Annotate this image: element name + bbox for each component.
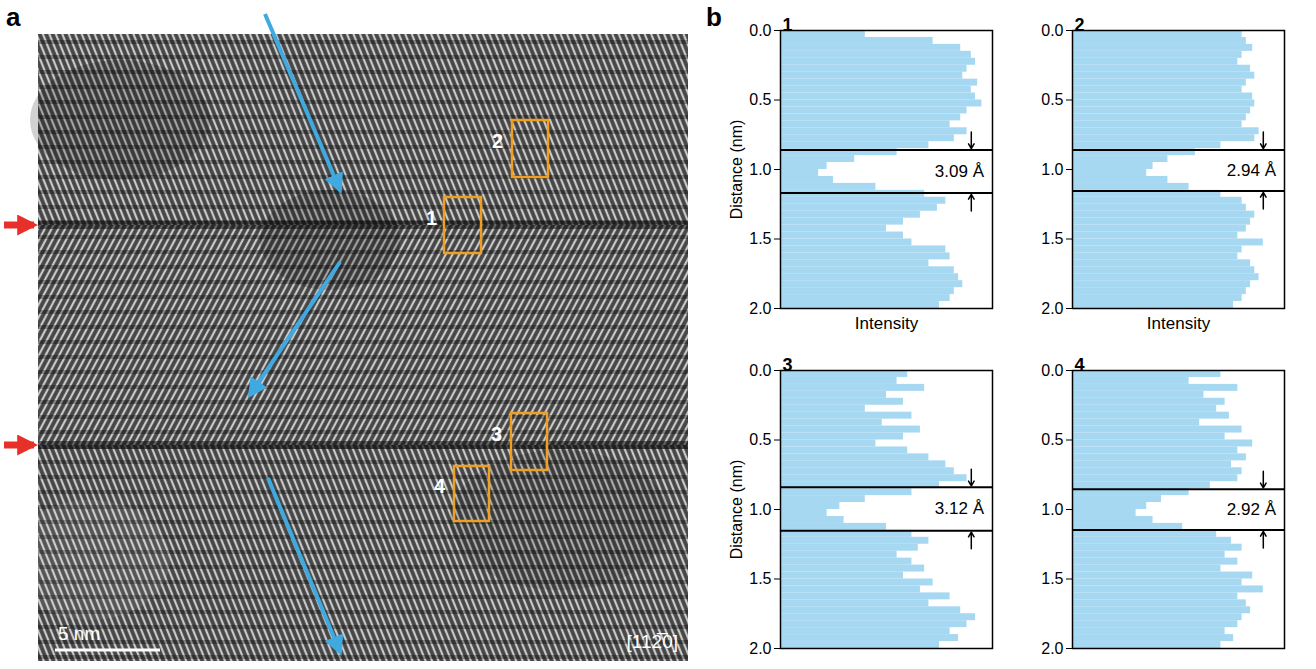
svg-text:1.5: 1.5 bbox=[1041, 230, 1063, 247]
svg-text:3.09 Å: 3.09 Å bbox=[935, 162, 985, 181]
svg-text:1.5: 1.5 bbox=[749, 570, 771, 587]
svg-text:[112̅0]: [112̅0] bbox=[627, 631, 678, 652]
svg-text:2.94 Å: 2.94 Å bbox=[1227, 161, 1277, 180]
svg-text:2.0: 2.0 bbox=[1041, 640, 1063, 657]
svg-text:Intensity: Intensity bbox=[855, 314, 919, 333]
svg-text:2.92 Å: 2.92 Å bbox=[1227, 500, 1277, 519]
svg-text:0.5: 0.5 bbox=[1041, 91, 1063, 108]
svg-text:2.0: 2.0 bbox=[749, 300, 771, 317]
svg-text:3: 3 bbox=[783, 355, 793, 375]
svg-text:1.5: 1.5 bbox=[749, 230, 771, 247]
svg-text:2.0: 2.0 bbox=[749, 640, 771, 657]
svg-text:2.0: 2.0 bbox=[1041, 300, 1063, 317]
svg-text:4: 4 bbox=[434, 475, 446, 497]
svg-text:1: 1 bbox=[783, 15, 793, 35]
svg-text:1: 1 bbox=[426, 207, 437, 229]
svg-text:1.0: 1.0 bbox=[1041, 161, 1063, 178]
svg-text:3.12 Å: 3.12 Å bbox=[935, 499, 985, 518]
svg-text:0.5: 0.5 bbox=[1041, 431, 1063, 448]
html-text:b: b bbox=[706, 2, 722, 32]
svg-text:1.0: 1.0 bbox=[749, 501, 771, 518]
svg-text:0.0: 0.0 bbox=[1041, 362, 1063, 379]
svg-text:1.0: 1.0 bbox=[1041, 501, 1063, 518]
svg-text:4: 4 bbox=[1075, 355, 1085, 375]
svg-text:0.5: 0.5 bbox=[749, 91, 771, 108]
svg-text:0.0: 0.0 bbox=[749, 362, 771, 379]
svg-text:2: 2 bbox=[492, 130, 503, 152]
svg-text:3: 3 bbox=[491, 423, 502, 445]
svg-text:0.0: 0.0 bbox=[1041, 22, 1063, 39]
svg-text:0.5: 0.5 bbox=[749, 431, 771, 448]
svg-text:2: 2 bbox=[1075, 15, 1085, 35]
svg-text:5 nm: 5 nm bbox=[58, 623, 100, 644]
svg-text:Distance (nm): Distance (nm) bbox=[728, 460, 745, 560]
svg-text:Distance (nm): Distance (nm) bbox=[728, 120, 745, 220]
svg-text:Intensity: Intensity bbox=[1147, 314, 1211, 333]
svg-text:0.0: 0.0 bbox=[749, 22, 771, 39]
svg-text:1.5: 1.5 bbox=[1041, 570, 1063, 587]
svg-text:1.0: 1.0 bbox=[749, 161, 771, 178]
html-text:a: a bbox=[6, 2, 21, 32]
